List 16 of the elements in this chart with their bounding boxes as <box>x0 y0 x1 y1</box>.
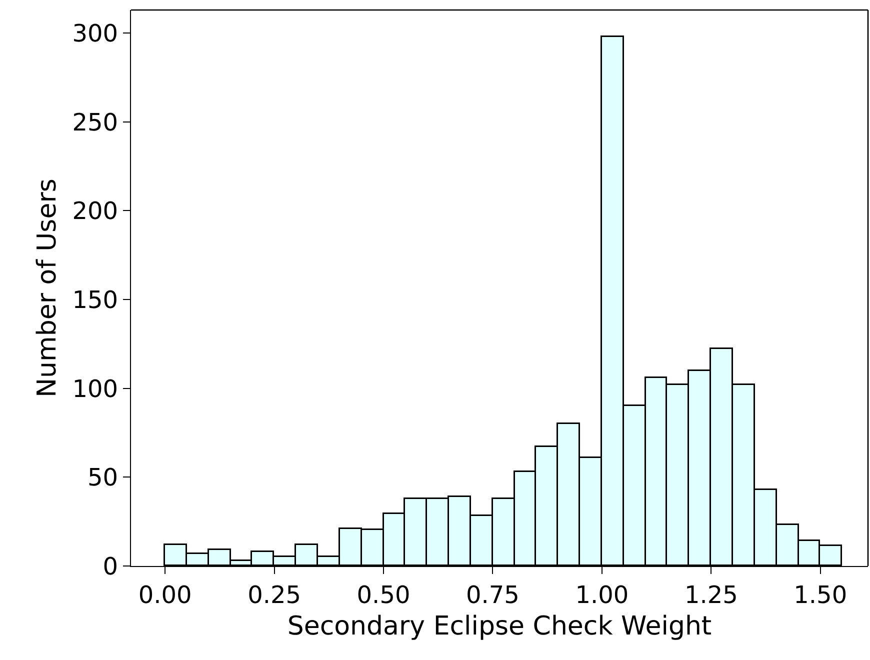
y-axis-title: Number of Users <box>32 178 63 398</box>
x-tick-label: 0.00 <box>138 580 192 609</box>
x-tick-label: 1.50 <box>794 580 848 609</box>
y-tick-label: 150 <box>72 286 118 314</box>
x-tick-label: 1.00 <box>575 580 629 609</box>
x-tick-label: 1.25 <box>684 580 738 609</box>
y-tick-label: 100 <box>72 374 118 403</box>
y-tick-label: 200 <box>72 197 118 226</box>
x-axis-title: Secondary Eclipse Check Weight <box>287 612 712 642</box>
y-tick-label: 300 <box>72 19 118 48</box>
y-tick-label: 250 <box>72 108 118 136</box>
x-tick-label: 0.50 <box>356 580 410 609</box>
y-tick-label: 50 <box>88 464 118 492</box>
x-tick-label: 0.75 <box>466 580 520 609</box>
x-tick-label: 0.25 <box>248 580 302 609</box>
y-tick-label: 0 <box>102 552 118 580</box>
